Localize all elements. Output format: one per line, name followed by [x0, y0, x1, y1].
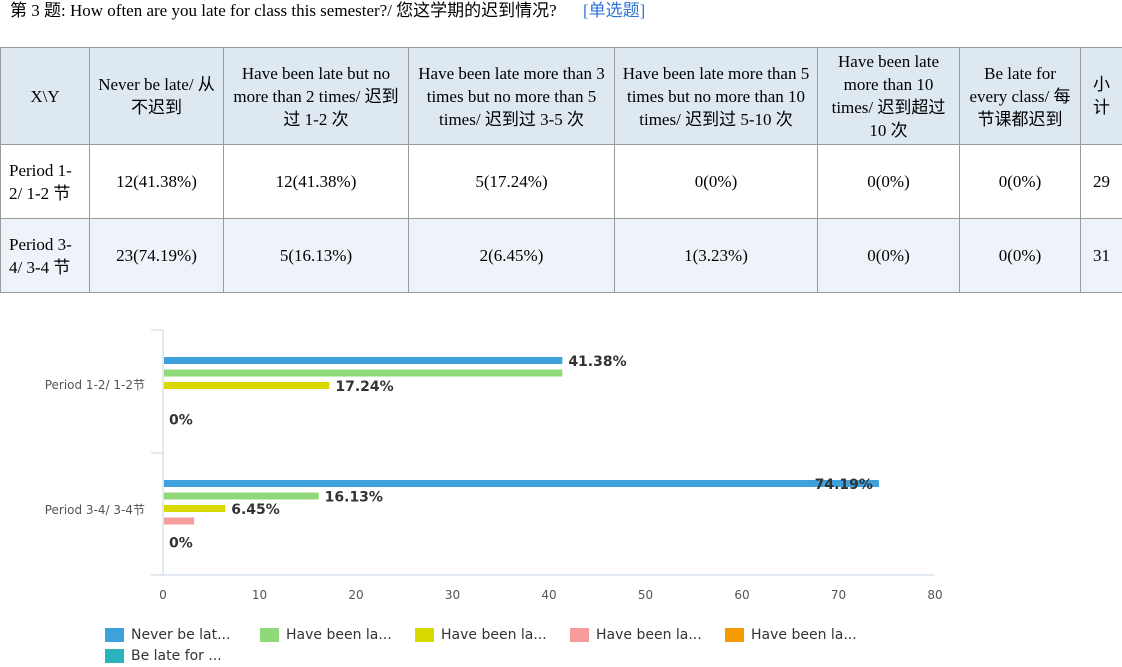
data-label: 0% — [169, 413, 193, 429]
legend-label: Be late for ... — [131, 648, 222, 664]
bar — [164, 382, 329, 389]
column-header: Be late for every class/ 每节课都迟到 — [960, 48, 1081, 145]
column-header: Have been late more than 10 times/ 迟到超过 … — [818, 48, 960, 145]
legend-item[interactable]: Have been la... — [570, 625, 725, 645]
column-header: Have been late more than 3 times but no … — [409, 48, 615, 145]
legend-label: Have been la... — [596, 627, 702, 643]
x-tick-label: 70 — [831, 588, 846, 602]
question-title: 第 3 题: How often are you late for class … — [10, 0, 645, 22]
legend-item[interactable]: Have been la... — [725, 625, 880, 645]
legend-swatch — [260, 628, 279, 642]
table-cell: 2(6.45%) — [409, 219, 615, 293]
data-label: 16.13% — [325, 490, 383, 506]
legend-label: Have been la... — [441, 627, 547, 643]
table-header-row: X\Y Never be late/ 从不迟到 Have been late b… — [1, 48, 1122, 145]
data-label: 17.24% — [335, 379, 393, 395]
x-tick-label: 50 — [638, 588, 653, 602]
bar — [164, 370, 562, 377]
bar — [164, 480, 879, 487]
table-cell: 0(0%) — [960, 145, 1081, 219]
legend-swatch — [105, 649, 124, 663]
data-label: 6.45% — [231, 502, 280, 518]
table-cell: 12(41.38%) — [224, 145, 409, 219]
chart-legend: Never be lat... Have been la... Have been … — [105, 625, 905, 667]
legend-swatch — [105, 628, 124, 642]
legend-swatch — [570, 628, 589, 642]
bar — [164, 518, 194, 525]
data-label: 0% — [169, 536, 193, 552]
bar — [164, 493, 319, 500]
question-number: 第 3 题: — [10, 1, 66, 20]
x-tick-label: 10 — [252, 588, 267, 602]
data-label: 74.19% — [815, 477, 873, 493]
bar — [164, 505, 225, 512]
bar-chart-svg: 0 10 20 30 40 50 60 70 80 Period 1-2/ 1-2节 41.38% 1… — [0, 320, 1122, 665]
table-row: Period 3-4/ 3-4 节 23(74.19%) 5(16.13%) 2… — [1, 219, 1122, 293]
question-type-label: [单选题] — [583, 1, 645, 20]
crosstab-table: X\Y Never be late/ 从不迟到 Have been late b… — [0, 47, 1122, 293]
column-header: Have been late more than 5 times but no … — [615, 48, 818, 145]
legend-label: Never be lat... — [131, 627, 230, 643]
table-cell: 0(0%) — [818, 219, 960, 293]
table-cell: 12(41.38%) — [90, 145, 224, 219]
subtotal-header: 小计 — [1081, 48, 1122, 145]
data-label: 41.38% — [568, 354, 626, 370]
table-cell: 23(74.19%) — [90, 219, 224, 293]
table-cell: 5(17.24%) — [409, 145, 615, 219]
bar-chart: 0 10 20 30 40 50 60 70 80 Period 1-2/ 1-2节 41.38% 1… — [0, 320, 1122, 665]
legend-swatch — [725, 628, 744, 642]
x-tick-label: 80 — [927, 588, 942, 602]
column-header: Never be late/ 从不迟到 — [90, 48, 224, 145]
legend-item[interactable]: Never be lat... — [105, 625, 260, 645]
x-tick-label: 30 — [445, 588, 460, 602]
legend-swatch — [415, 628, 434, 642]
table-cell: 0(0%) — [960, 219, 1081, 293]
row-label: Period 3-4/ 3-4 节 — [1, 219, 90, 293]
legend-item[interactable]: Have been la... — [415, 625, 570, 645]
table-cell: 5(16.13%) — [224, 219, 409, 293]
x-tick-label: 0 — [159, 588, 167, 602]
category-label: Period 3-4/ 3-4节 — [45, 503, 145, 517]
table-cell: 0(0%) — [615, 145, 818, 219]
column-header: Have been late but no more than 2 times/… — [224, 48, 409, 145]
legend-label: Have been la... — [751, 627, 857, 643]
category-label: Period 1-2/ 1-2节 — [45, 378, 145, 392]
x-tick-label: 20 — [348, 588, 363, 602]
legend-item[interactable]: Be late for ... — [105, 646, 260, 666]
row-subtotal: 29 — [1081, 145, 1122, 219]
legend-label: Have been la... — [286, 627, 392, 643]
table-corner-header: X\Y — [1, 48, 90, 145]
bar — [164, 357, 562, 364]
table-cell: 0(0%) — [818, 145, 960, 219]
row-label: Period 1-2/ 1-2 节 — [1, 145, 90, 219]
x-tick-label: 40 — [541, 588, 556, 602]
table-row: Period 1-2/ 1-2 节 12(41.38%) 12(41.38%) … — [1, 145, 1122, 219]
question-text: How often are you late for class this se… — [70, 1, 557, 20]
row-subtotal: 31 — [1081, 219, 1122, 293]
legend-item[interactable]: Have been la... — [260, 625, 415, 645]
table-cell: 1(3.23%) — [615, 219, 818, 293]
x-tick-label: 60 — [734, 588, 749, 602]
